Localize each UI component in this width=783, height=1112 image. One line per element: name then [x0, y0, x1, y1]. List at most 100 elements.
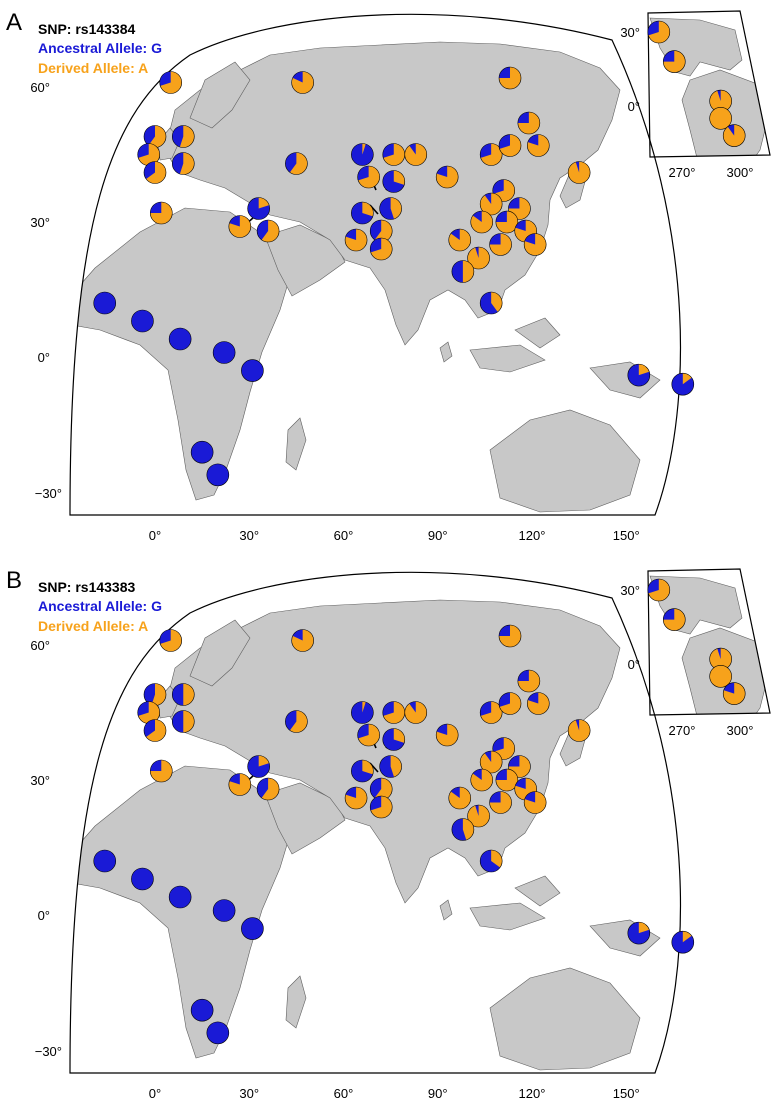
derived-slice — [374, 778, 393, 800]
population-pie — [451, 260, 475, 283]
derived-slice — [527, 692, 550, 715]
population-pie — [285, 152, 308, 175]
inset-lon-tick-label: 270° — [669, 723, 696, 738]
pie-outline — [498, 66, 522, 90]
population-pie — [495, 768, 519, 792]
population-pie — [470, 210, 494, 234]
population-pie — [526, 134, 550, 157]
ancestral-slice — [241, 917, 264, 940]
derived-slice — [568, 719, 591, 742]
pie-outline — [470, 768, 494, 792]
derived-slice — [138, 701, 160, 724]
derived-slice — [480, 751, 503, 774]
derived-slice — [358, 166, 380, 188]
derived-slice — [436, 724, 459, 747]
derived-slice — [291, 71, 314, 94]
landmass — [514, 317, 561, 349]
pie-outline — [344, 228, 368, 252]
population-pie — [498, 624, 522, 648]
population-pie — [479, 143, 503, 166]
derived-slice — [151, 683, 167, 706]
derived-slice — [150, 760, 173, 782]
pie-outline — [435, 723, 459, 747]
population-pie — [168, 327, 192, 351]
americas-inset: 30° 0° 270° 300° — [620, 568, 771, 738]
population-pie — [357, 723, 380, 747]
pie-outline — [357, 165, 380, 189]
derived-slice — [462, 260, 474, 283]
derived-slice — [370, 238, 393, 260]
inset-frame — [647, 10, 771, 158]
pie-outline — [479, 849, 503, 873]
derived-slice — [682, 373, 692, 385]
inset-population-pie — [722, 682, 746, 705]
pie-outline — [467, 246, 490, 270]
landmass — [70, 765, 293, 1059]
pie-outline — [247, 197, 270, 220]
pie-outline — [526, 134, 550, 157]
pie-outline — [517, 669, 541, 693]
lat-tick-label: 0° — [38, 908, 50, 923]
derived-slice — [709, 648, 732, 671]
ancestral-slice — [93, 291, 117, 315]
landmass — [285, 975, 307, 1029]
population-pie — [498, 134, 522, 157]
pie-outline — [228, 773, 252, 796]
lon-tick-label: 60° — [334, 1086, 354, 1101]
lon-tick-label: 0° — [149, 1086, 161, 1101]
pie-outline — [489, 233, 512, 256]
derived-slice — [358, 724, 380, 746]
derived-slice — [404, 143, 427, 166]
derived-legend: Derived Allele: A — [38, 60, 148, 76]
population-pie — [526, 692, 550, 715]
population-pie — [241, 917, 264, 940]
derived-slice — [527, 134, 550, 157]
derived-slice — [648, 579, 670, 601]
pie-outline — [627, 363, 651, 387]
pie-outline — [143, 161, 167, 184]
derived-slice — [146, 161, 166, 184]
lat-tick-label: −30° — [35, 1044, 62, 1059]
derived-slice — [495, 211, 518, 233]
lon-tick-label: 60° — [334, 528, 354, 543]
population-pie — [137, 143, 161, 166]
derived-slice — [638, 922, 650, 934]
landmass — [469, 902, 546, 931]
panel-letter: B — [6, 567, 22, 594]
derived-slice — [362, 143, 366, 155]
derived-slice — [370, 796, 393, 818]
population-pie — [143, 161, 167, 184]
ancestral-slice — [190, 998, 214, 1022]
derived-slice — [228, 773, 251, 796]
population-pie — [159, 629, 183, 652]
population-pie — [479, 192, 503, 216]
population-pie — [467, 804, 490, 828]
lon-tick-label: 90° — [428, 1086, 448, 1101]
lon-tick-label: 0° — [149, 528, 161, 543]
population-pie — [479, 849, 503, 873]
population-pie — [369, 219, 393, 243]
pie-outline — [498, 134, 522, 157]
landmass — [514, 875, 561, 907]
derived-slice — [362, 760, 374, 775]
population-pie — [285, 710, 308, 733]
pie-outline — [351, 201, 374, 225]
inset-population-pie — [647, 20, 671, 44]
pie-outline — [489, 791, 512, 814]
population-pie — [228, 773, 252, 796]
pie-outline — [671, 930, 695, 954]
inset-population-pie — [647, 578, 671, 602]
pie-outline — [247, 755, 270, 778]
derived-slice — [723, 124, 746, 147]
population-pie — [212, 341, 236, 364]
population-pie — [382, 701, 406, 724]
population-pie — [159, 71, 183, 94]
pie-outline — [448, 228, 472, 252]
population-pie — [567, 719, 591, 742]
derived-slice — [261, 778, 280, 800]
population-pie — [479, 701, 503, 724]
pie-outline — [228, 215, 252, 238]
landmass — [439, 899, 453, 921]
lon-tick-label: 150° — [613, 528, 640, 543]
